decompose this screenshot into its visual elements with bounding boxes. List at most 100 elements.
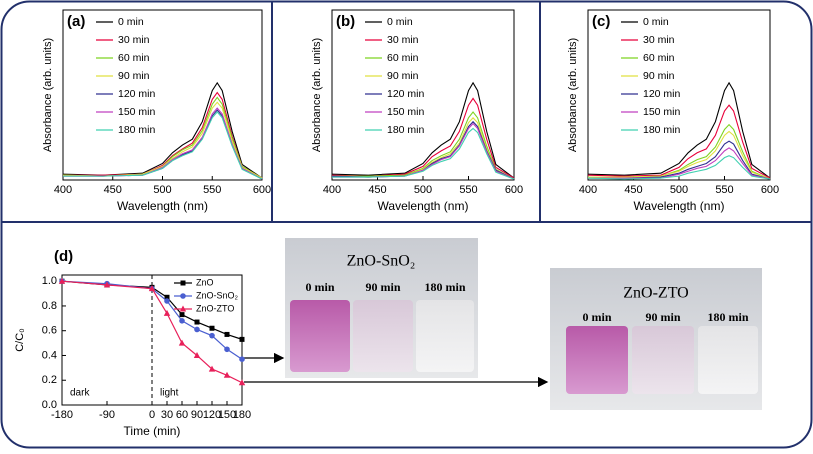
x-tick-label: 60 [176, 409, 188, 421]
x-tick-label: -180 [51, 409, 73, 421]
marker [103, 281, 111, 288]
x-tick-label: 0 [149, 409, 155, 421]
legend-label: ZnO-SnO₂ [196, 290, 239, 300]
legend-label: 90 min [118, 70, 150, 82]
photo: ZnO-ZTO 0 min 90 min 180 min [550, 268, 762, 410]
legend-label: 150 min [643, 106, 681, 118]
marker [164, 298, 170, 304]
series-line [587, 104, 771, 179]
legend-label: 30 min [387, 34, 419, 46]
marker [164, 294, 170, 300]
marker [179, 312, 185, 318]
series-line [587, 81, 771, 179]
marker [224, 331, 230, 337]
series-line [587, 155, 771, 180]
legend-label: ZnO-ZTO [196, 303, 234, 313]
plot-frame [62, 9, 263, 181]
series-line [62, 101, 263, 179]
y-tick-label: 1.0 [42, 275, 57, 287]
annotation: dark [70, 388, 90, 399]
x-tick-label: 450 [368, 184, 386, 196]
legend-label: 120 min [118, 88, 156, 100]
legend-label: 0 min [118, 16, 144, 28]
panel-label: (b) [336, 13, 355, 30]
y-axis-label: Absorbance (arb. units) [567, 38, 579, 152]
marker [180, 280, 186, 286]
y-tick-label: 0.6 [42, 325, 57, 337]
series-line [63, 91, 263, 179]
marker [193, 351, 201, 358]
y-tick-label: 0.4 [42, 349, 57, 361]
marker [209, 332, 215, 339]
legend-label: 60 min [643, 52, 675, 64]
marker [238, 379, 246, 386]
legend-label: 150 min [387, 106, 425, 118]
marker [223, 371, 231, 378]
x-axis-label: Wavelength (nm) [634, 199, 725, 213]
y-axis-label: Absorbance (arb. units) [42, 38, 54, 152]
marker [148, 285, 156, 292]
x-tick-label: 550 [715, 184, 733, 196]
x-tick-label: 500 [153, 184, 171, 196]
legend-label: ZnO [196, 277, 214, 287]
y-tick-label: 0.0 [42, 399, 57, 411]
legend-label: 90 min [643, 70, 675, 82]
marker [180, 293, 186, 299]
series-line [63, 111, 263, 180]
legend-label: 120 min [387, 88, 425, 100]
x-tick-label: 400 [323, 184, 341, 196]
photo-label: 0 min [582, 310, 611, 324]
panel-label: (d) [54, 248, 73, 265]
legend-label: 30 min [118, 34, 150, 46]
legend-label: 60 min [387, 52, 419, 64]
photo-title: ZnO-ZTO [623, 285, 688, 302]
x-tick-label: 550 [459, 184, 477, 196]
marker [194, 326, 200, 333]
marker [163, 309, 171, 316]
legend-label: 30 min [643, 34, 675, 46]
x-axis-label: Wavelength (nm) [117, 199, 208, 213]
x-tick-label: 30 [161, 409, 173, 421]
y-axis-label: C/C₀ [14, 328, 26, 352]
series-line [588, 130, 771, 180]
legend-label: 150 min [118, 106, 156, 118]
legend-label: 60 min [118, 52, 150, 64]
legend-label: 90 min [387, 70, 419, 82]
x-tick-label: 600 [761, 184, 779, 196]
x-tick-label: 450 [104, 184, 122, 196]
photo: ZnO-SnO₂ 0 min 90 min 180 min [285, 238, 478, 378]
x-tick-label: 500 [414, 184, 432, 196]
panel-label: (c) [592, 13, 610, 30]
series-line [332, 127, 515, 180]
marker [179, 318, 185, 324]
y-tick-label: 0.2 [42, 374, 57, 386]
x-tick-label: 120 [203, 409, 221, 421]
x-tick-label: 550 [203, 184, 221, 196]
series-line [588, 140, 771, 180]
panel-label: (a) [67, 13, 85, 30]
x-tick-label: 600 [253, 184, 271, 196]
x-tick-label: 500 [670, 184, 688, 196]
photo-title: ZnO-SnO₂ [347, 253, 416, 270]
legend-label: 120 min [643, 88, 681, 100]
series-line [331, 97, 515, 179]
photo-label: 180 min [707, 310, 748, 324]
x-axis-label: Wavelength (nm) [378, 199, 469, 213]
legend-label: 180 min [643, 124, 681, 136]
photo-label: 90 min [645, 310, 680, 324]
legend-label: 0 min [643, 16, 669, 28]
y-tick-label: 0.8 [42, 300, 57, 312]
marker [239, 356, 245, 362]
marker [209, 325, 215, 331]
series-line [332, 111, 515, 180]
marker [178, 339, 186, 346]
series-line [62, 81, 263, 179]
marker [194, 319, 200, 325]
photo-label: 90 min [365, 280, 400, 294]
x-tick-label: 400 [579, 184, 597, 196]
marker [179, 305, 187, 312]
x-axis-label: Time (min) [124, 424, 181, 438]
photo-label: 180 min [424, 280, 465, 294]
